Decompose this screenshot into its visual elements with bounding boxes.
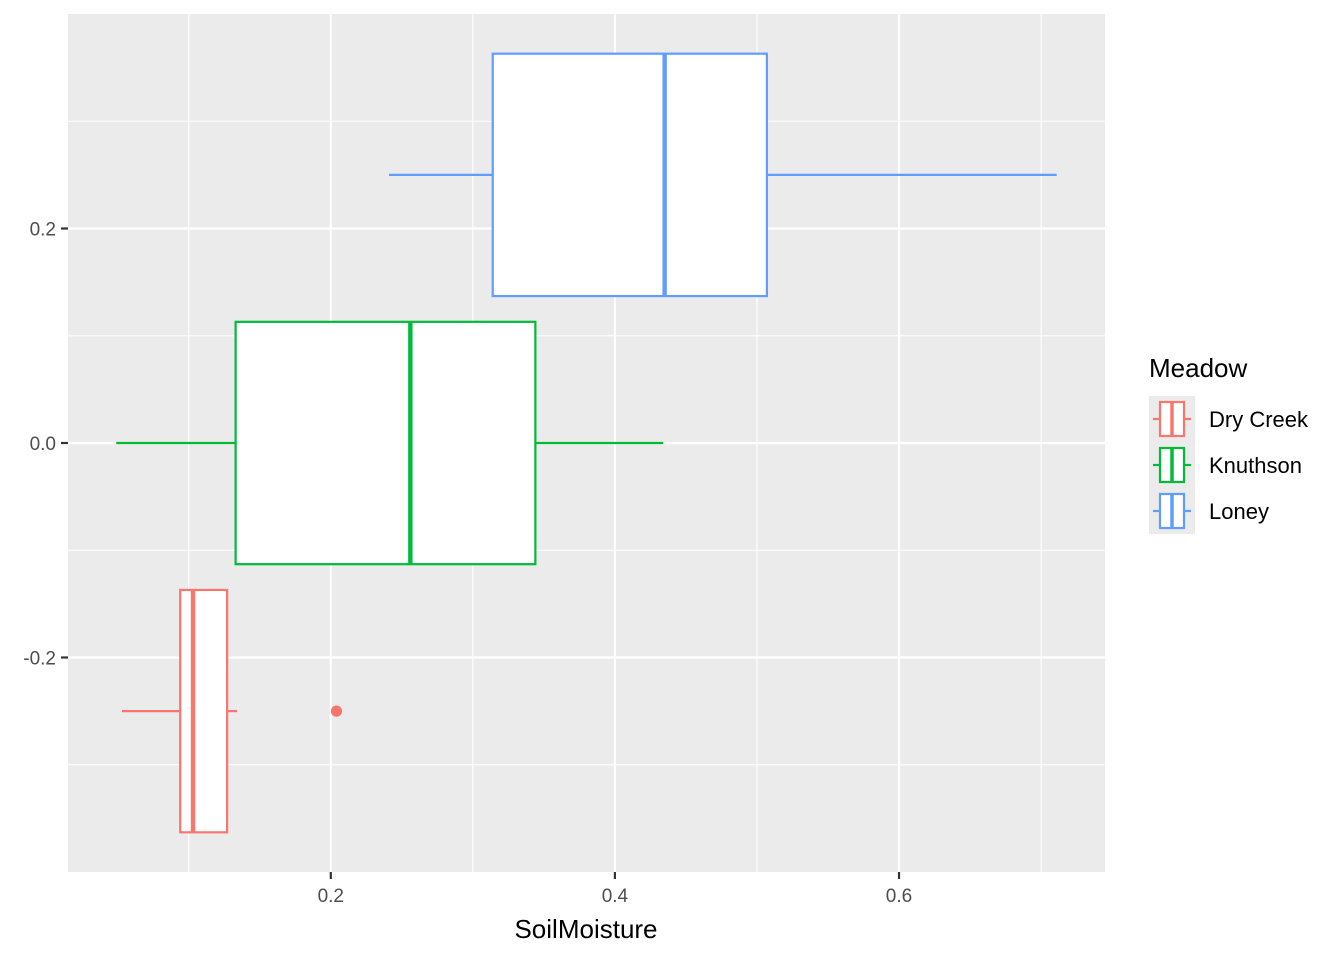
box-iqr (234, 320, 537, 566)
legend-label: Knuthson (1209, 453, 1302, 478)
legend-keys: Dry Creek Knuthson Loney (1149, 396, 1309, 534)
x-tick-label: 0.2 (318, 886, 344, 907)
y-tick-label: 0.2 (30, 220, 56, 241)
boxes (116, 52, 1057, 834)
legend-entry-knuthson: Knuthson (1149, 442, 1302, 488)
y-tick-label: -0.2 (23, 649, 56, 670)
y-axis: -0.2 0.0 0.2 (23, 220, 68, 670)
outlier-point (330, 705, 343, 717)
legend-label: Loney (1209, 499, 1269, 524)
legend-label: Dry Creek (1209, 407, 1309, 432)
box-knuthson (116, 320, 664, 566)
x-tick-label: 0.6 (886, 886, 912, 907)
box-iqr (179, 588, 229, 834)
box-dry-creek (121, 588, 343, 834)
legend: Meadow Dry Creek Knuthson Loney (1149, 353, 1309, 534)
legend-entry-dry-creek: Dry Creek (1149, 396, 1309, 442)
box-iqr (491, 52, 769, 298)
legend-entry-loney: Loney (1149, 488, 1269, 534)
x-axis: 0.2 0.4 0.6 (318, 872, 912, 907)
x-axis-title: SoilMoisture (514, 914, 657, 944)
x-tick-label: 0.4 (602, 886, 629, 907)
box-loney (389, 52, 1057, 298)
legend-title: Meadow (1149, 353, 1247, 383)
y-tick-label: 0.0 (30, 434, 56, 455)
